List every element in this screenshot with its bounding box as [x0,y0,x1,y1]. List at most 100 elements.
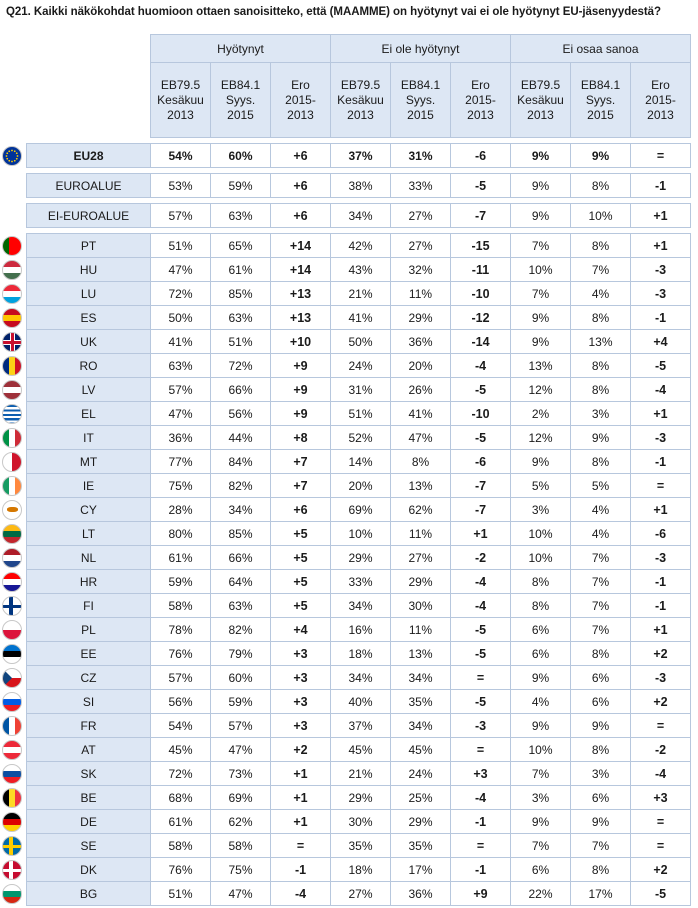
value-cell: 66% [210,545,271,570]
ie-flag-icon [2,475,22,496]
diff-cell: -2 [630,737,691,762]
country-row: IT 36% 44% +8 52% 47% -5 12% 9% -3 [26,425,691,450]
diff-cell: -5 [630,353,691,378]
zone-row: EUROALUE 53% 59% +6 38% 33% -5 9% 8% -1 [26,173,691,198]
value-cell: 54% [150,143,211,168]
diff-cell: +2 [630,641,691,666]
value-cell: 47% [210,737,271,762]
value-cell: 6% [570,785,631,810]
value-cell: 73% [210,761,271,786]
value-cell: 51% [210,329,271,354]
diff-cell: +2 [270,737,331,762]
value-cell: 72% [210,353,271,378]
row-label: LV [26,377,151,402]
value-cell: 41% [390,401,451,426]
value-cell: 26% [390,377,451,402]
diff-cell: = [450,665,511,690]
uk-flag-icon [2,331,22,352]
value-cell: 10% [570,203,631,228]
diff-cell: -10 [450,281,511,306]
eu28-row: EU28 54% 60% +6 37% 31% -6 9% 9% = [26,143,691,168]
diff-cell: +9 [270,401,331,426]
value-cell: 6% [510,617,571,642]
value-cell: 9% [510,173,571,198]
diff-cell: -2 [450,545,511,570]
diff-cell: +3 [270,713,331,738]
value-cell: 53% [150,173,211,198]
value-cell: 4% [570,497,631,522]
value-cell: 3% [510,785,571,810]
value-cell: 47% [210,881,271,906]
value-cell: 10% [510,257,571,282]
value-cell: 4% [570,281,631,306]
diff-cell: = [450,737,511,762]
diff-cell: +5 [270,521,331,546]
value-cell: 78% [150,617,211,642]
column-header: EB79.5 Kesäkuu 2013 [330,62,391,138]
column-header: Ero 2015- 2013 [270,62,331,138]
value-cell: 13% [510,353,571,378]
row-label: EE [26,641,151,666]
value-cell: 59% [150,569,211,594]
value-cell: 31% [330,377,391,402]
value-cell: 17% [390,857,451,882]
diff-cell: +4 [630,329,691,354]
diff-cell: +5 [270,593,331,618]
value-cell: 7% [570,833,631,858]
diff-cell: -5 [450,689,511,714]
diff-cell: -4 [450,785,511,810]
value-cell: 10% [510,521,571,546]
de-flag-icon [2,811,22,832]
diff-cell: +1 [270,809,331,834]
value-cell: 7% [570,257,631,282]
value-cell: 57% [150,665,211,690]
value-cell: 14% [330,449,391,474]
value-cell: 77% [150,449,211,474]
diff-cell: +13 [270,305,331,330]
country-row: CZ 57% 60% +3 34% 34% = 9% 6% -3 [26,665,691,690]
value-cell: 18% [330,641,391,666]
value-cell: 9% [510,329,571,354]
value-cell: 27% [390,233,451,258]
row-label: FI [26,593,151,618]
value-cell: 8% [570,305,631,330]
value-cell: 11% [390,521,451,546]
value-cell: 9% [510,143,571,168]
value-cell: 29% [390,809,451,834]
diff-cell: = [630,713,691,738]
value-cell: 61% [210,257,271,282]
value-cell: 11% [390,617,451,642]
diff-cell: +8 [270,425,331,450]
country-row: MT 77% 84% +7 14% 8% -6 9% 8% -1 [26,449,691,474]
value-cell: 7% [510,833,571,858]
value-cell: 76% [150,641,211,666]
value-cell: 3% [510,497,571,522]
value-cell: 10% [510,737,571,762]
value-cell: 63% [210,593,271,618]
value-cell: 9% [570,809,631,834]
value-cell: 20% [390,353,451,378]
diff-cell: +14 [270,233,331,258]
value-cell: 5% [510,473,571,498]
value-cell: 56% [150,689,211,714]
value-cell: 50% [150,305,211,330]
value-cell: 2% [510,401,571,426]
diff-cell: -1 [630,569,691,594]
diff-cell: +2 [630,857,691,882]
row-label: EL [26,401,151,426]
row-label: UK [26,329,151,354]
diff-cell: -4 [450,353,511,378]
value-cell: 35% [330,833,391,858]
value-cell: 85% [210,281,271,306]
country-row: AT 45% 47% +2 45% 45% = 10% 8% -2 [26,737,691,762]
diff-cell: -4 [630,377,691,402]
row-label: HR [26,569,151,594]
value-cell: 21% [330,761,391,786]
value-cell: 34% [210,497,271,522]
value-cell: 60% [210,143,271,168]
value-cell: 57% [150,203,211,228]
row-label: DK [26,857,151,882]
value-cell: 63% [150,353,211,378]
value-cell: 33% [390,173,451,198]
diff-cell: -4 [630,761,691,786]
